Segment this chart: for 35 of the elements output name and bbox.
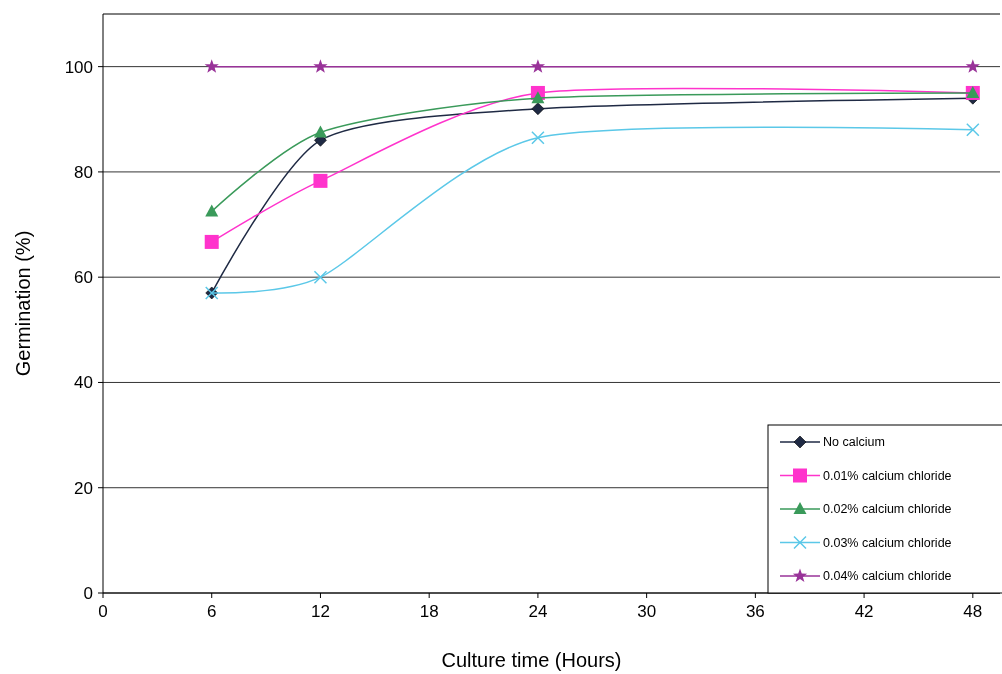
x-tick-label: 30 (637, 602, 657, 621)
point (965, 59, 980, 73)
point (531, 102, 545, 116)
x-tick-label: 0 (98, 602, 108, 621)
point (531, 130, 545, 145)
x-tick-label: 18 (419, 602, 439, 621)
x-tick-label: 48 (963, 602, 983, 621)
x-tick-label: 6 (206, 602, 217, 621)
x-tick-label: 36 (745, 602, 765, 621)
point (313, 59, 328, 73)
y-tick-label: 0 (83, 583, 93, 603)
y-axis-title: Germination (%) (12, 230, 34, 377)
y-tick-label: 20 (74, 478, 93, 498)
point (204, 59, 219, 73)
y-tick-label: 60 (74, 268, 93, 288)
point (313, 270, 328, 284)
point (204, 234, 219, 249)
legend-label: No calcium (823, 435, 885, 450)
legend-label: 0.01% calcium chloride (823, 468, 952, 483)
x-tick-label: 24 (528, 602, 548, 621)
point (966, 123, 980, 137)
point (531, 91, 545, 104)
x-tick-label: 42 (854, 602, 874, 621)
legend-label: 0.04% calcium chloride (823, 569, 952, 584)
y-tick-label: 80 (74, 162, 93, 182)
point (313, 173, 328, 188)
point (313, 125, 327, 138)
legend-label: 0.03% calcium chloride (823, 535, 952, 550)
x-axis-title: Culture time (Hours) (441, 649, 622, 671)
x-tick-label: 12 (310, 602, 330, 621)
legend-label: 0.02% calcium chloride (823, 502, 952, 517)
y-tick-label: 100 (64, 57, 93, 77)
point (205, 204, 219, 217)
point (530, 59, 546, 73)
y-tick-label: 40 (74, 373, 93, 393)
